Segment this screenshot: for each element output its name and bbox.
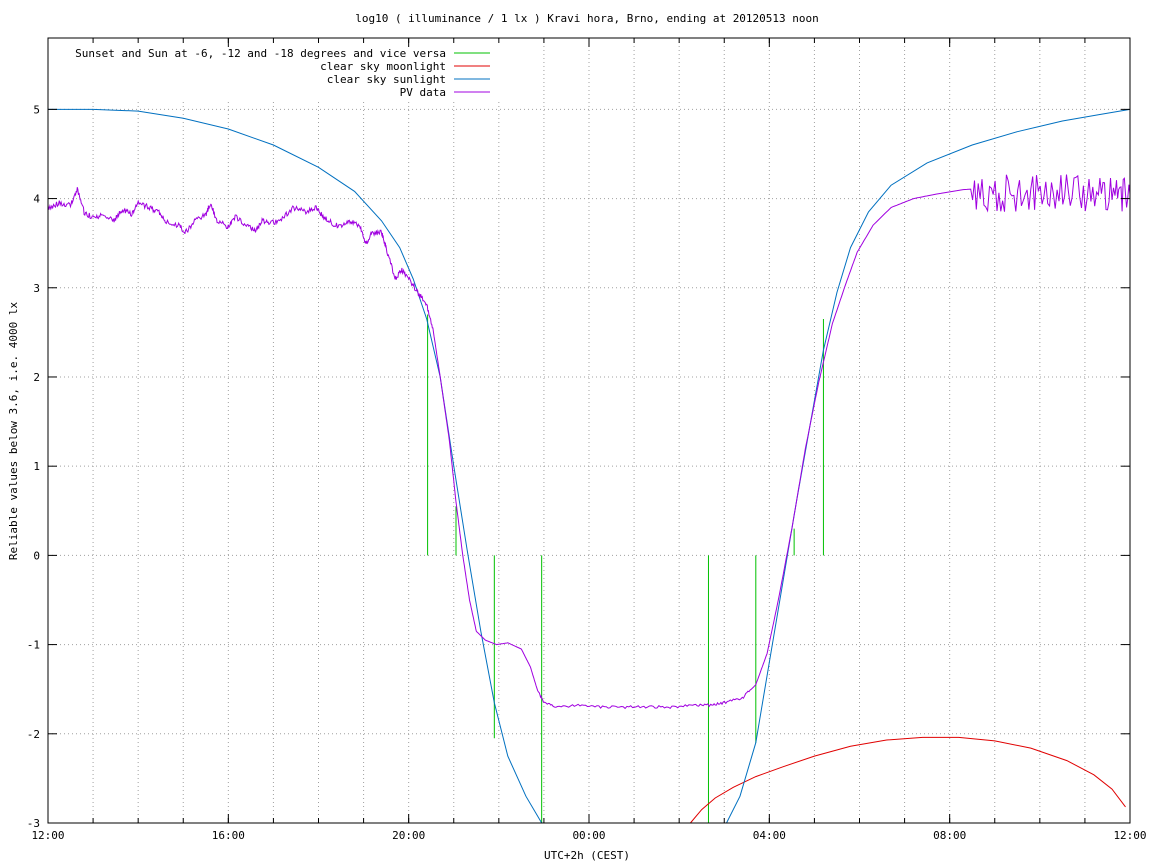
y-axis-label: Reliable values below 3.6, i.e. 4000 lx [7,301,20,560]
moonlight-line [690,736,1126,824]
y-tick-label: 0 [33,549,40,562]
x-tick-label: 20:00 [392,829,425,842]
ticks: -3 -2 -1 0 1 2 3 4 5 12:00 16:00 20:00 00:00 04:00 08:… [27,38,1147,842]
y-tick-label: -1 [27,639,40,652]
y-tick-label: 1 [33,460,40,473]
y-tick-label: -2 [27,728,40,741]
sunlight-line [48,108,1131,824]
legend: Sunset and Sun at -6, -12 and -18 degree… [75,47,490,99]
x-tick-label: 12:00 [31,829,64,842]
y-tick-label: 3 [33,282,40,295]
y-tick-label: 4 [33,193,40,206]
y-tick-label: 5 [33,103,40,116]
pv-data-line [47,174,1131,710]
grid [48,38,1130,823]
legend-label: Sunset and Sun at -6, -12 and -18 degree… [75,47,446,60]
y-tick-label: -3 [27,817,40,830]
legend-label: clear sky sunlight [327,73,446,86]
x-axis-label: UTC+2h (CEST) [544,849,630,862]
series-layer [47,108,1131,824]
x-tick-label: 04:00 [753,829,786,842]
legend-label: clear sky moonlight [320,60,446,73]
x-tick-label: 16:00 [212,829,245,842]
chart-title: log10 ( illuminance / 1 lx ) Kravi hora,… [355,12,819,25]
legend-background [50,42,500,100]
x-tick-label: 12:00 [1113,829,1146,842]
x-tick-label: 00:00 [572,829,605,842]
legend-label: PV data [400,86,446,99]
x-tick-label: 08:00 [933,829,966,842]
y-tick-label: 2 [33,371,40,384]
